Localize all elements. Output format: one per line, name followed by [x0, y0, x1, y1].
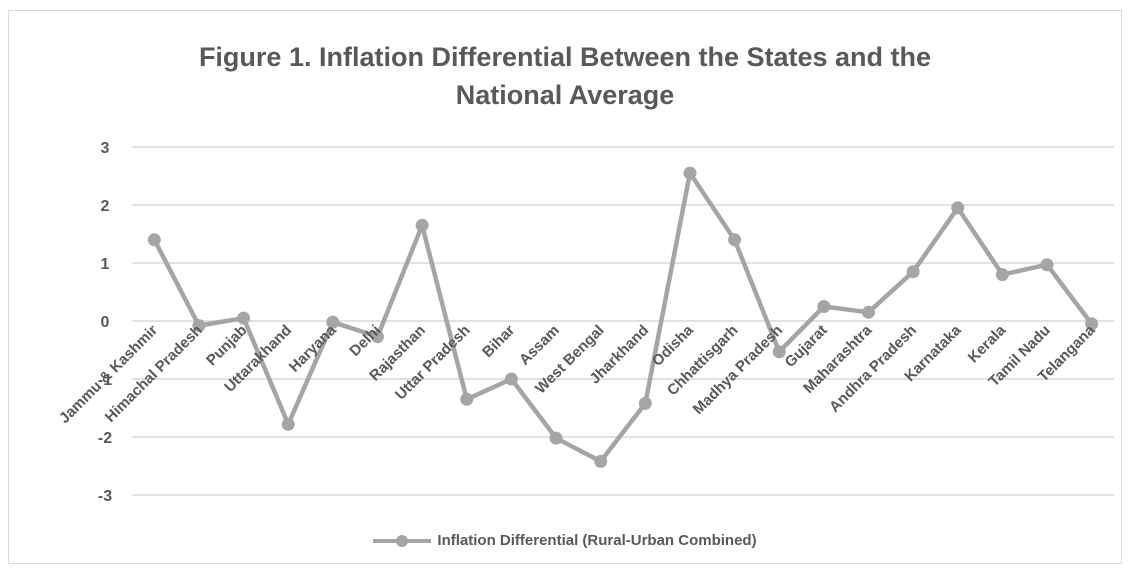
- y-axis-tick-labels: 3 2 1 0 -1 -2 -3: [98, 140, 112, 505]
- data-point: [995, 268, 1009, 282]
- data-point: [817, 300, 831, 313]
- data-point: [1085, 317, 1099, 331]
- y-tick-label: 3: [101, 140, 110, 157]
- y-tick-label: -3: [98, 488, 112, 505]
- data-point: [683, 166, 697, 180]
- data-point: [594, 454, 608, 468]
- data-point: [772, 345, 786, 359]
- legend-line-marker-icon: [373, 534, 432, 547]
- series-line-layer: [152, 170, 1094, 464]
- data-point: [147, 233, 161, 247]
- series-line: [152, 170, 1094, 464]
- data-point: [638, 396, 652, 410]
- category-label: Bihar: [479, 322, 518, 361]
- data-point: [371, 330, 384, 344]
- chart-title: Figure 1. Inflation Differential Between…: [0, 38, 1130, 114]
- y-tick-label: 1: [101, 256, 110, 273]
- data-point: [728, 233, 742, 247]
- data-point: [281, 417, 295, 431]
- data-point: [549, 431, 563, 445]
- data-point: [326, 315, 340, 329]
- series-points: [147, 166, 1099, 468]
- y-tick-label: 2: [101, 198, 110, 215]
- data-point: [862, 305, 875, 319]
- data-point: [192, 319, 206, 333]
- chart-title-line-1: Figure 1. Inflation Differential Between…: [198, 42, 932, 72]
- data-point: [504, 372, 518, 386]
- data-point: [460, 392, 474, 406]
- y-tick-label: -2: [98, 430, 112, 447]
- gridlines: [132, 146, 1114, 496]
- legend-label: Inflation Differential (Rural-Urban Comb…: [437, 532, 757, 549]
- data-point: [237, 311, 251, 325]
- legend: Inflation Differential (Rural-Urban Comb…: [0, 532, 1130, 549]
- chart-title-line-2: National Average: [455, 80, 675, 110]
- data-point: [415, 218, 429, 232]
- y-tick-label: 0: [101, 314, 110, 331]
- y-tick-label: -1: [98, 372, 112, 389]
- data-point: [951, 201, 965, 215]
- chart-frame: [8, 10, 1122, 564]
- data-point: [1040, 258, 1054, 272]
- data-point: [906, 265, 920, 279]
